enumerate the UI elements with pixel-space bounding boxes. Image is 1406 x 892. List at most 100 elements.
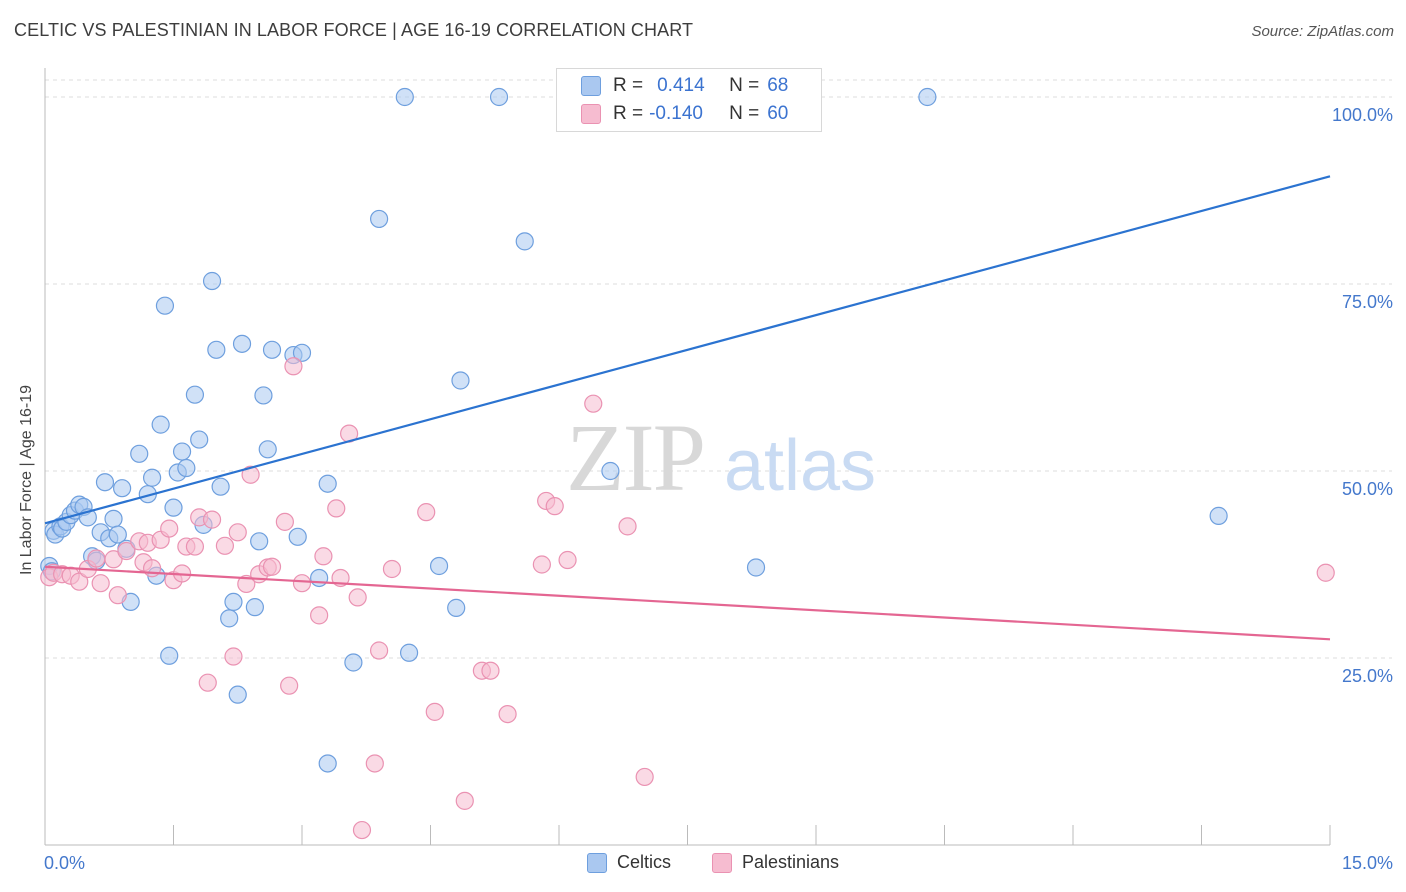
palestinian-point: [481, 661, 500, 680]
palestinian-point: [185, 537, 205, 556]
celtic-point: [104, 509, 123, 528]
celtic-point: [1209, 506, 1228, 525]
palestinian-point: [532, 555, 551, 574]
palestinian-point: [618, 517, 637, 536]
palestinian-point: [348, 588, 367, 607]
palestinian-point: [224, 647, 243, 666]
palestinian-point: [198, 673, 217, 692]
n-value: 68: [767, 75, 789, 96]
watermark-atlas: atlas: [724, 426, 876, 506]
legend-item-palestinians[interactable]: Palestinians: [712, 852, 839, 873]
gridlines: [45, 79, 1392, 659]
celtic-point: [112, 479, 132, 498]
palestinian-point: [425, 702, 444, 721]
palestinian-point: [417, 503, 436, 522]
celtic-point: [108, 525, 127, 544]
palestinian-point: [202, 510, 222, 529]
celtic-point: [164, 498, 183, 517]
trend-lines: [44, 175, 1331, 641]
celtic-point: [262, 340, 282, 359]
celtic-trend-line: [44, 175, 1331, 525]
palestinian-point: [292, 574, 312, 593]
palestinian-point: [108, 586, 127, 605]
celtic-legend-swatch: [587, 852, 607, 873]
celtic-point: [429, 556, 449, 576]
n-value: 60: [767, 103, 789, 124]
axes: [44, 68, 1331, 846]
celtic-point: [228, 685, 247, 704]
celtic-point: [515, 232, 534, 251]
celtic-point: [601, 461, 620, 481]
palestinian-point: [160, 519, 179, 538]
celtic-point: [399, 643, 419, 662]
palestinian-point: [104, 550, 123, 569]
celtic-point: [489, 87, 509, 107]
celtic-point: [177, 458, 196, 478]
celtic-point: [130, 444, 149, 463]
palestinian-point: [314, 547, 333, 566]
celtic-point: [142, 468, 162, 487]
correlation-legend: R = 0.414 N = 68 R = -0.140 N = 60: [556, 68, 822, 132]
palestinian-point: [87, 549, 106, 568]
palestinian-point: [635, 767, 654, 787]
celtic-point: [254, 386, 273, 405]
celtic-point: [250, 532, 269, 551]
celtic-point: [95, 473, 115, 492]
source-label: Source: ZipAtlas.com: [1251, 23, 1394, 40]
celtic-point: [310, 568, 329, 588]
celtic-point: [395, 87, 414, 107]
palestinian-swatch: [581, 104, 601, 124]
celtic-point: [318, 474, 337, 493]
x-tick-label: 0.0%: [44, 853, 85, 873]
palestinian-point: [70, 572, 89, 591]
r-value: 0.414: [657, 75, 705, 96]
celtic-point: [918, 87, 937, 107]
palestinian-points: [40, 357, 1335, 840]
celtic-point: [746, 558, 766, 577]
y-tick-labels: 25.0% 50.0% 75.0% 100.0%: [1332, 105, 1393, 686]
palestinian-point: [280, 676, 299, 695]
palestinian-point: [352, 820, 372, 840]
legend-item-celtics[interactable]: Celtics: [587, 852, 671, 873]
y-axis-label: In Labor Force | Age 16-19: [18, 384, 35, 575]
r-label: R =: [613, 103, 644, 124]
celtic-point: [258, 440, 277, 459]
palestinian-point: [117, 541, 136, 561]
celtic-point: [211, 477, 230, 496]
celtic-point: [451, 371, 470, 390]
celtic-point: [202, 271, 222, 291]
y-tick-label: 25.0%: [1342, 666, 1393, 686]
palestinian-point: [455, 791, 474, 810]
palestinian-trend-line: [44, 565, 1331, 641]
r-label: R =: [613, 75, 644, 96]
palestinian-point: [1316, 563, 1335, 582]
palestinian-point: [545, 497, 564, 516]
palestinian-point: [237, 574, 256, 594]
celtic-point: [151, 415, 170, 434]
r-value: -0.140: [649, 103, 703, 124]
palestinian-point: [91, 574, 110, 593]
celtic-point: [232, 334, 252, 353]
celtic-point: [370, 209, 389, 229]
celtic-point: [447, 598, 466, 617]
palestinian-point: [365, 754, 384, 773]
palestinian-point: [215, 536, 234, 555]
palestinian-point: [284, 357, 303, 376]
palestinian-point: [382, 559, 402, 579]
celtic-point: [318, 754, 337, 773]
celtic-point: [160, 646, 179, 665]
celtic-point: [344, 653, 363, 672]
n-label: N =: [729, 75, 760, 96]
x-tick-labels: 0.0% 15.0%: [44, 853, 1393, 873]
watermark-zip: ZIP: [566, 404, 704, 511]
legend-row-celtics: R = 0.414 N = 68: [581, 73, 788, 99]
palestinian-point: [228, 523, 247, 542]
celtic-point: [224, 592, 243, 612]
x-tick-label: 15.0%: [1342, 853, 1393, 873]
legend-row-palestinians: R = -0.140 N = 60: [581, 101, 788, 127]
palestinian-point: [584, 394, 603, 413]
palestinian-point: [370, 641, 389, 660]
palestinian-point: [327, 499, 346, 518]
palestinian-point: [262, 557, 282, 576]
